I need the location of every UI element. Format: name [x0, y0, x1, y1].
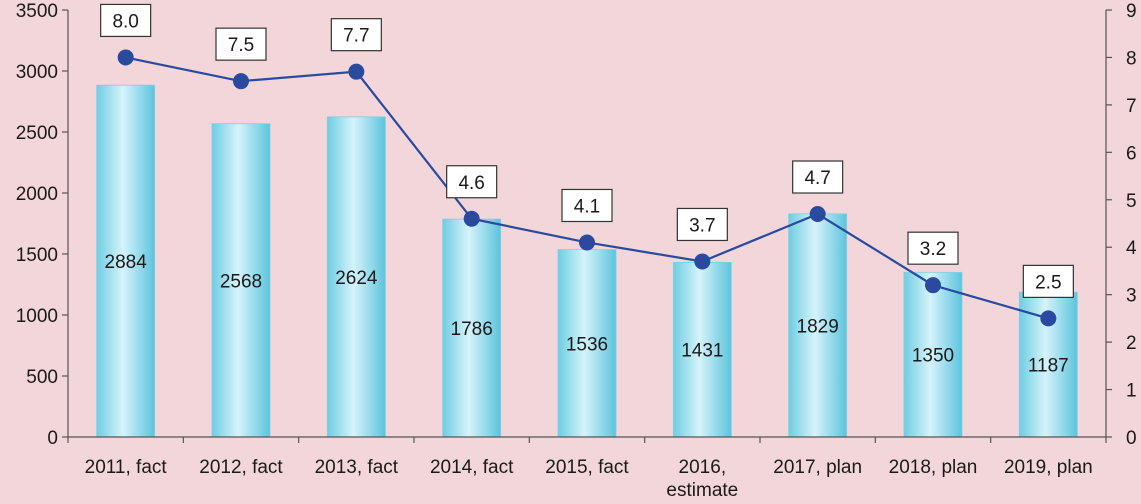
line-value-box — [446, 165, 498, 199]
right-axis-tick-label: 1 — [1126, 381, 1137, 402]
line-value-label: 7.5 — [228, 35, 254, 56]
bar-value-label: 1536 — [566, 334, 608, 355]
line-value-box — [1022, 264, 1074, 298]
bar — [672, 262, 732, 438]
x-axis-category-label: 2019, plan — [1004, 457, 1093, 478]
line-value-box — [330, 18, 382, 52]
right-axis-tick-label: 8 — [1126, 48, 1137, 69]
right-axis-tick-label: 9 — [1126, 1, 1137, 22]
bar-value-label: 2568 — [220, 271, 262, 292]
x-axis-category-label: 2018, plan — [889, 457, 978, 478]
left-axis-tick-label: 2000 — [16, 184, 58, 205]
line-point — [925, 277, 941, 294]
line-value-box — [561, 188, 613, 223]
x-axis-category-label: 2013, fact — [315, 457, 399, 478]
bar-value-label: 1431 — [681, 341, 723, 362]
line-point — [809, 206, 826, 223]
right-axis-tick-label: 6 — [1126, 143, 1137, 164]
bar — [211, 123, 271, 438]
line-point — [117, 49, 134, 66]
bar-value-label: 1350 — [912, 346, 954, 367]
bar-value-label: 2624 — [335, 268, 378, 289]
bar — [557, 249, 617, 438]
line-value-label: 3.2 — [920, 239, 946, 260]
bar — [326, 116, 386, 438]
line-value-box — [676, 207, 728, 242]
left-axis-tick-label: 3000 — [16, 62, 58, 83]
x-axis-category-label: 2016, — [679, 457, 727, 478]
bar-value-label: 1829 — [797, 316, 839, 337]
left-axis-tick-label: 3500 — [16, 1, 58, 22]
right-axis-tick-label: 2 — [1126, 333, 1137, 354]
line-value-label: 2.5 — [1035, 272, 1061, 293]
left-axis-tick-label: 1000 — [16, 306, 58, 327]
line-value-label: 8.0 — [112, 11, 138, 32]
right-axis-tick-label: 7 — [1126, 96, 1137, 117]
line-point — [579, 234, 595, 251]
left-axis-tick-label: 500 — [26, 367, 58, 388]
x-axis-category-label: estimate — [666, 480, 738, 501]
line-value-label: 4.6 — [458, 173, 484, 194]
bar-value-label: 1786 — [451, 319, 493, 340]
right-axis-tick-label: 3 — [1126, 286, 1137, 307]
x-axis-category-label: 2015, fact — [545, 457, 629, 478]
x-axis-category-label: 2014, fact — [430, 457, 514, 478]
left-axis-tick-label: 1500 — [16, 245, 58, 266]
line-point — [694, 253, 711, 270]
line-value-box — [215, 27, 267, 61]
right-axis-tick-label: 5 — [1126, 191, 1137, 212]
x-axis-category-label: 2011, fact — [85, 457, 168, 478]
line-value-label: 3.7 — [689, 215, 715, 236]
bar — [96, 84, 156, 438]
line-value-label: 7.7 — [343, 26, 369, 47]
line-point — [233, 73, 249, 90]
bar-value-label: 2884 — [105, 252, 148, 273]
line-value-box — [792, 160, 844, 194]
x-axis-category-label: 2017, plan — [773, 457, 862, 478]
x-axis-category-label: 2012, fact — [199, 457, 283, 478]
right-axis-tick-label: 0 — [1126, 428, 1137, 449]
right-axis-tick-label: 4 — [1126, 238, 1137, 259]
bar — [903, 271, 963, 438]
line-point — [463, 210, 480, 227]
line-point — [1040, 310, 1057, 327]
left-axis-tick-label: 0 — [47, 428, 58, 449]
line-value-label: 4.7 — [804, 168, 830, 189]
left-axis-tick-label: 2500 — [16, 123, 58, 144]
line-value-label: 4.1 — [574, 196, 600, 217]
line-point — [348, 63, 365, 80]
line-value-box — [100, 3, 152, 38]
bar — [442, 218, 502, 438]
line-value-box — [907, 231, 959, 265]
bar-value-label: 1187 — [1028, 356, 1069, 377]
